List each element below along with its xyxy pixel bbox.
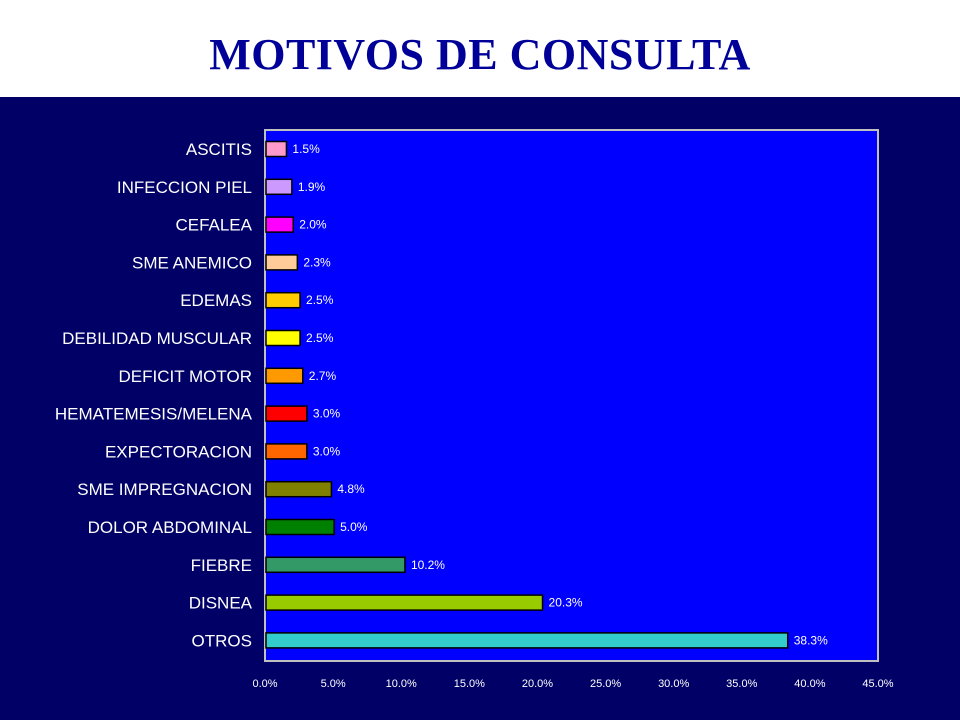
category-label: EXPECTORACION: [105, 442, 252, 461]
x-tick-label: 30.0%: [658, 678, 689, 690]
category-label: ASCITIS: [186, 140, 252, 159]
data-label: 3.0%: [313, 444, 341, 458]
data-label: 1.9%: [298, 180, 326, 194]
category-label: OTROS: [192, 631, 252, 650]
data-label: 38.3%: [794, 633, 828, 647]
data-label: 2.3%: [303, 255, 331, 269]
bar: [265, 518, 335, 536]
category-label: DEBILIDAD MUSCULAR: [62, 329, 252, 348]
category-label: CEFALEA: [175, 216, 252, 235]
x-tick-label: 35.0%: [726, 678, 757, 690]
page-title: MOTIVOS DE CONSULTA: [209, 30, 751, 79]
bar: [265, 480, 333, 498]
x-tick-label: 25.0%: [590, 678, 621, 690]
bar: [265, 556, 406, 574]
bar: [265, 178, 293, 196]
title-band: MOTIVOS DE CONSULTA: [0, 0, 960, 97]
bar: [265, 329, 301, 347]
bar: [265, 254, 299, 271]
category-label: EDEMAS: [180, 291, 252, 310]
bar: [265, 291, 301, 309]
category-label: FIEBRE: [191, 556, 252, 575]
bar: [265, 140, 288, 158]
x-tick-label: 0.0%: [252, 678, 277, 690]
data-label: 2.5%: [306, 293, 334, 307]
bar: [265, 216, 294, 233]
data-label: 1.5%: [292, 142, 320, 156]
x-tick-label: 45.0%: [862, 678, 893, 690]
x-tick-label: 15.0%: [454, 678, 485, 690]
category-label: DEFICIT MOTOR: [119, 367, 253, 386]
plot-area: [264, 129, 879, 662]
x-tick-label: 10.0%: [386, 678, 417, 690]
x-tick-label: 5.0%: [321, 678, 346, 690]
data-label: 2.0%: [299, 218, 327, 232]
bar: [265, 443, 308, 460]
category-label: HEMATEMESIS/MELENA: [55, 405, 253, 424]
data-label: 2.5%: [306, 331, 334, 345]
x-tick-label: 20.0%: [522, 678, 553, 690]
category-label: DOLOR ABDOMINAL: [88, 518, 252, 537]
data-label: 3.0%: [313, 407, 341, 421]
x-tick-label: 40.0%: [794, 678, 825, 690]
bar: [265, 367, 304, 385]
category-label: INFECCION PIEL: [117, 178, 252, 197]
data-label: 4.8%: [337, 482, 365, 496]
data-label: 20.3%: [549, 596, 583, 610]
data-label: 2.7%: [309, 369, 337, 383]
bar: [265, 594, 544, 611]
data-label: 5.0%: [340, 520, 368, 534]
category-label: SME IMPREGNACION: [77, 480, 252, 499]
category-label: SME ANEMICO: [132, 253, 252, 272]
bar: [265, 632, 789, 649]
data-label: 10.2%: [411, 558, 445, 572]
category-label: DISNEA: [189, 594, 253, 613]
bar: [265, 405, 308, 422]
